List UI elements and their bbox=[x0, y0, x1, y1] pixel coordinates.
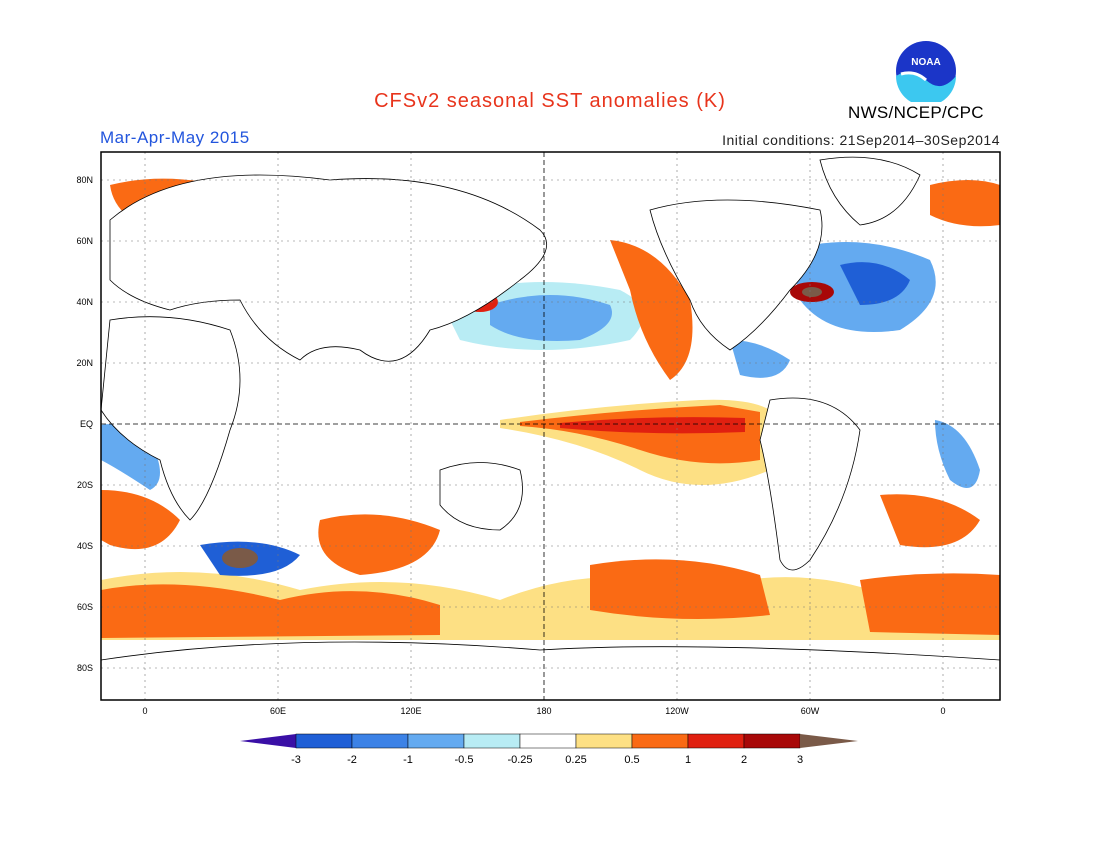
lat-tick-label: 80S bbox=[77, 663, 93, 673]
south-america bbox=[759, 397, 861, 571]
lon-tick-label: 180 bbox=[536, 706, 551, 716]
colorbar-label: -3 bbox=[291, 754, 301, 766]
caribbean-cold-anomaly bbox=[730, 340, 790, 378]
lon-tick-label: 60W bbox=[801, 706, 820, 716]
north-pacific-cold-core bbox=[490, 295, 612, 341]
colorbar-segment bbox=[631, 733, 689, 749]
lat-tick-label: 20N bbox=[76, 358, 93, 368]
noaa-logo: NOAA bbox=[896, 41, 956, 102]
colorbar-label: 1 bbox=[685, 754, 691, 766]
south-atlantic-warm-anomaly bbox=[860, 573, 1000, 635]
continents bbox=[101, 156, 1000, 700]
lon-tick-label: 0 bbox=[142, 706, 147, 716]
noaa-logo-text: NOAA bbox=[911, 57, 940, 68]
agency-label: NWS/NCEP/CPC bbox=[848, 103, 984, 122]
colorbar-label: 0.5 bbox=[624, 754, 639, 766]
lon-tick-label: 120E bbox=[400, 706, 421, 716]
eurasia bbox=[109, 174, 548, 362]
initial-conditions-label: Initial conditions: 21Sep2014–30Sep2014 bbox=[722, 132, 1000, 148]
colorbar-label: -0.25 bbox=[507, 754, 532, 766]
el-nino-core bbox=[560, 417, 745, 434]
colorbar-label: -1 bbox=[403, 754, 413, 766]
lat-tick-label: EQ bbox=[80, 419, 93, 429]
lon-tick-label: 60E bbox=[270, 706, 286, 716]
antarctica bbox=[101, 641, 1000, 700]
lat-tick-label: 60S bbox=[77, 602, 93, 612]
lat-tick-label: 40S bbox=[77, 541, 93, 551]
africa bbox=[101, 316, 241, 521]
colorbar-label: 0.25 bbox=[565, 754, 586, 766]
south-indian-extreme-anomaly bbox=[222, 548, 258, 568]
map-border bbox=[100, 151, 1001, 701]
colorbar-label: 2 bbox=[741, 754, 747, 766]
indian-ocean-warm-patch bbox=[318, 514, 440, 575]
north-atlantic-cold-core bbox=[840, 262, 910, 305]
lat-lon-grid bbox=[101, 152, 1000, 700]
greenland bbox=[819, 156, 921, 226]
colorbar-segment bbox=[351, 733, 409, 749]
colorbar-low-arrow bbox=[240, 734, 296, 748]
colorbar-label: -0.5 bbox=[455, 754, 474, 766]
nordic-seas-warm-anomaly-east bbox=[930, 180, 1000, 227]
colorbar-segment bbox=[519, 733, 577, 749]
lat-tick-label: 20S bbox=[77, 480, 93, 490]
australia bbox=[439, 462, 523, 531]
colorbar-high-arrow bbox=[800, 734, 858, 748]
south-atlantic-warm-patch-east bbox=[880, 494, 980, 548]
lat-tick-label: 60N bbox=[76, 236, 93, 246]
colorbar-label: -2 bbox=[347, 754, 357, 766]
lon-tick-label: 120W bbox=[665, 706, 689, 716]
colorbar-segment bbox=[575, 733, 633, 749]
lat-tick-label: 40N bbox=[76, 297, 93, 307]
anomaly-field bbox=[101, 152, 1000, 700]
west-africa-cold-anomaly-east bbox=[935, 420, 980, 488]
south-atlantic-warm-patch bbox=[101, 490, 180, 550]
lon-tick-label: 0 bbox=[940, 706, 945, 716]
colorbar-label: 3 bbox=[797, 754, 803, 766]
north-america bbox=[649, 199, 823, 351]
lat-tick-label: 80N bbox=[76, 175, 93, 185]
gulf-stream-extreme-anomaly bbox=[802, 287, 822, 297]
colorbar-segment bbox=[407, 733, 465, 749]
colorbar: -3 -2 -1 -0.5 -0.25 0.25 0.5 1 2 3 bbox=[240, 733, 858, 766]
colorbar-segment bbox=[687, 733, 745, 749]
south-pacific-warm-anomaly bbox=[590, 559, 770, 619]
latitude-axis: 80N 60N 40N 20N EQ 20S 40S 60S 80S bbox=[76, 175, 93, 673]
forecast-period-label: Mar-Apr-May 2015 bbox=[100, 128, 250, 147]
map-title: CFSv2 seasonal SST anomalies (K) bbox=[374, 90, 726, 112]
south-indian-warm-anomaly bbox=[101, 584, 440, 638]
longitude-axis: 0 60E 120E 180 120W 60W 0 bbox=[142, 706, 945, 716]
colorbar-segment bbox=[295, 733, 353, 749]
colorbar-segment bbox=[463, 733, 521, 749]
colorbar-segment bbox=[743, 733, 801, 749]
northeast-pacific-warm-blob bbox=[610, 240, 693, 380]
